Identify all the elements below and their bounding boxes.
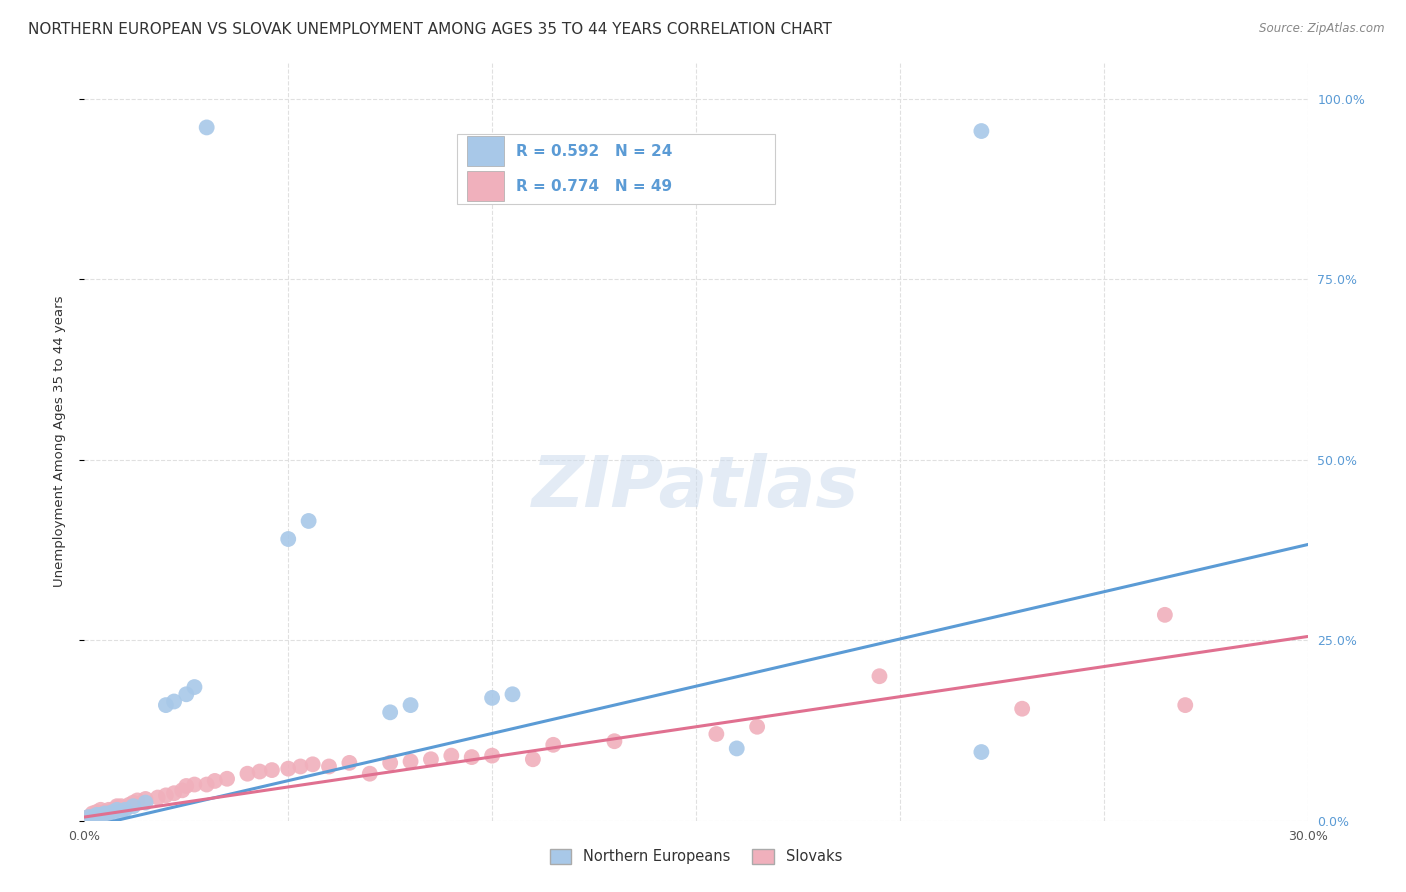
Point bbox=[1154, 607, 1177, 622]
Point bbox=[301, 757, 323, 772]
Point bbox=[502, 687, 524, 701]
Point bbox=[101, 803, 124, 817]
Point bbox=[174, 779, 197, 793]
Point bbox=[155, 789, 177, 803]
Point bbox=[93, 805, 115, 819]
Point bbox=[298, 514, 321, 528]
Point bbox=[217, 772, 239, 786]
Point bbox=[440, 748, 463, 763]
Text: ZIPatlas: ZIPatlas bbox=[533, 452, 859, 522]
Point bbox=[110, 805, 132, 819]
Point bbox=[97, 806, 120, 821]
Point bbox=[163, 786, 186, 800]
Point bbox=[105, 803, 128, 817]
Point bbox=[318, 759, 340, 773]
Point bbox=[86, 808, 108, 822]
Point bbox=[277, 532, 299, 546]
FancyBboxPatch shape bbox=[457, 135, 776, 204]
FancyBboxPatch shape bbox=[467, 136, 503, 166]
Point bbox=[97, 803, 120, 817]
Point bbox=[127, 793, 149, 807]
Point bbox=[249, 764, 271, 779]
Point bbox=[277, 762, 299, 776]
Point bbox=[90, 806, 112, 821]
Point bbox=[1011, 702, 1033, 716]
Point bbox=[174, 687, 197, 701]
Point bbox=[183, 680, 205, 694]
Point bbox=[359, 766, 381, 780]
Point bbox=[105, 799, 128, 814]
Point bbox=[172, 783, 194, 797]
FancyBboxPatch shape bbox=[467, 171, 503, 202]
Point bbox=[114, 800, 136, 814]
Point bbox=[195, 120, 218, 135]
Point bbox=[399, 755, 422, 769]
Point bbox=[101, 805, 124, 819]
Point bbox=[90, 803, 112, 817]
Point bbox=[420, 752, 443, 766]
Point bbox=[970, 124, 993, 138]
Point bbox=[110, 799, 132, 814]
Point bbox=[195, 778, 218, 792]
Point bbox=[603, 734, 626, 748]
Point bbox=[543, 738, 565, 752]
Point bbox=[86, 805, 108, 819]
Point bbox=[970, 745, 993, 759]
Point bbox=[290, 759, 312, 773]
Point bbox=[236, 766, 259, 780]
Y-axis label: Unemployment Among Ages 35 to 44 years: Unemployment Among Ages 35 to 44 years bbox=[53, 296, 66, 587]
Point bbox=[114, 803, 136, 817]
Point bbox=[146, 790, 169, 805]
Point bbox=[105, 800, 128, 814]
Legend: Northern Europeans, Slovaks: Northern Europeans, Slovaks bbox=[544, 843, 848, 871]
Point bbox=[118, 797, 141, 812]
Point bbox=[82, 806, 104, 821]
Point bbox=[97, 806, 120, 821]
Point bbox=[77, 810, 100, 824]
Point bbox=[93, 806, 115, 821]
Point bbox=[706, 727, 728, 741]
Text: NORTHERN EUROPEAN VS SLOVAK UNEMPLOYMENT AMONG AGES 35 TO 44 YEARS CORRELATION C: NORTHERN EUROPEAN VS SLOVAK UNEMPLOYMENT… bbox=[28, 22, 832, 37]
Text: Source: ZipAtlas.com: Source: ZipAtlas.com bbox=[1260, 22, 1385, 36]
Point bbox=[380, 756, 402, 770]
Point bbox=[122, 799, 145, 814]
Point bbox=[135, 796, 157, 810]
Point bbox=[260, 763, 283, 777]
Point bbox=[747, 720, 769, 734]
Point bbox=[82, 809, 104, 823]
Point bbox=[90, 808, 112, 822]
Point bbox=[522, 752, 544, 766]
Point bbox=[163, 694, 186, 708]
Point bbox=[461, 750, 484, 764]
Point bbox=[155, 698, 177, 712]
Point bbox=[725, 741, 748, 756]
Point bbox=[869, 669, 891, 683]
Point bbox=[122, 796, 145, 810]
Point bbox=[183, 778, 205, 792]
Text: R = 0.774   N = 49: R = 0.774 N = 49 bbox=[516, 178, 672, 194]
Point bbox=[1174, 698, 1197, 712]
Point bbox=[135, 792, 157, 806]
Point bbox=[380, 706, 402, 720]
Point bbox=[93, 808, 115, 822]
Point bbox=[77, 810, 100, 824]
Text: R = 0.592   N = 24: R = 0.592 N = 24 bbox=[516, 144, 672, 159]
Point bbox=[82, 810, 104, 824]
Point bbox=[481, 690, 503, 705]
Point bbox=[399, 698, 422, 712]
Point bbox=[339, 756, 361, 770]
Point bbox=[204, 773, 226, 788]
Point bbox=[481, 748, 503, 763]
Point bbox=[86, 808, 108, 822]
